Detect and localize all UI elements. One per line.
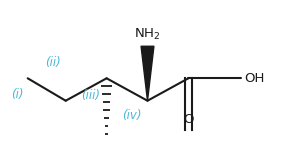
Text: NH$_2$: NH$_2$ [134,27,161,42]
Text: (ii): (ii) [45,56,60,69]
Text: (iv): (iv) [122,109,141,122]
Polygon shape [141,46,154,101]
Text: (i): (i) [11,88,24,101]
Text: OH: OH [244,72,264,85]
Text: (iii): (iii) [81,89,100,102]
Text: O: O [183,113,194,126]
